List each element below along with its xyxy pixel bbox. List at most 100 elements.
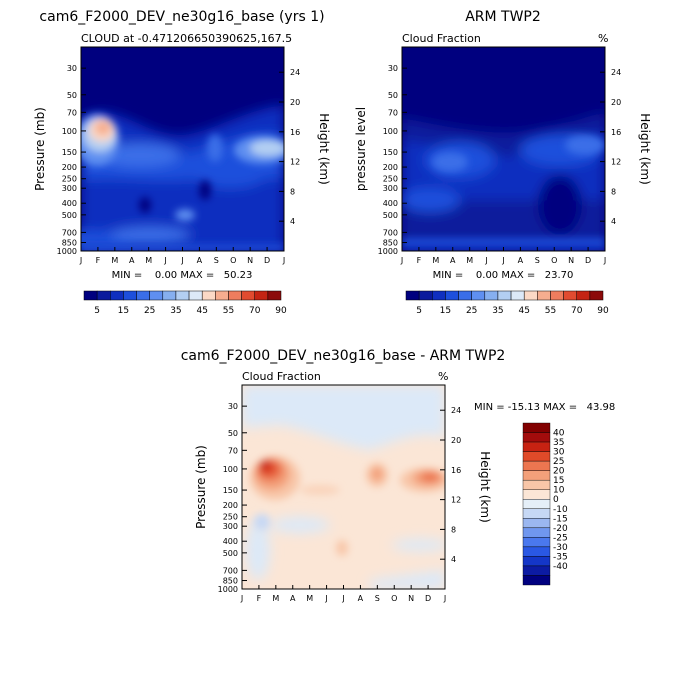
panel-model-xtick-label: F — [96, 256, 101, 265]
panel-obs-htick-label: 8 — [611, 187, 616, 196]
panel-obs-units: % — [598, 32, 608, 45]
panel-obs-xtick-label: O — [551, 256, 557, 265]
colorbar-label: 70 — [249, 306, 261, 316]
panel-diff-minmax: MIN = -15.13 MAX = 43.98 — [474, 402, 615, 413]
colorbar-label: 5 — [94, 306, 100, 316]
panel-obs-ptick-label: 250 — [383, 175, 398, 184]
panel-diff-xtick-label: S — [375, 594, 380, 603]
colorbar-swatch — [522, 565, 551, 576]
colorbar-swatch — [149, 290, 164, 301]
panel-model-minmax: MIN = 0.00 MAX = 50.23 — [112, 270, 253, 281]
panel-model-ptick-label: 150 — [62, 148, 77, 157]
panel-model-xtick-label: O — [230, 256, 236, 265]
panel-model-xtick-label: J — [282, 256, 285, 265]
colorbar-swatch — [228, 290, 242, 301]
panel-diff-xtick-label: M — [272, 594, 279, 603]
panel-obs-xtick-label: M — [466, 256, 473, 265]
panel-obs-xtick-label: A — [518, 256, 524, 265]
colorbar-swatch — [241, 290, 255, 301]
colorbar-swatch — [523, 290, 538, 301]
panel-diff-xtick-label: F — [257, 594, 262, 603]
colorbar-swatch — [576, 290, 591, 301]
colorbar-swatch — [522, 556, 551, 567]
colorbar-swatch — [267, 290, 282, 301]
panel-obs-htick-label: 20 — [611, 98, 621, 107]
colorbar-swatch — [563, 290, 577, 301]
colorbar-label: -15 — [553, 514, 568, 524]
colorbar-swatch — [405, 290, 420, 301]
colorbar-swatch — [96, 290, 111, 301]
panel-model-ylabel-right: Height (km) — [317, 113, 331, 184]
panel-model-xtick-label: S — [214, 256, 219, 265]
panel-model-ptick-label: 500 — [62, 211, 77, 220]
panel-diff-xtick-label: A — [290, 594, 296, 603]
colorbar-swatch — [510, 290, 525, 301]
colorbar-label: 5 — [416, 306, 422, 316]
colorbar-swatch — [522, 451, 551, 462]
colorbar-swatch — [522, 470, 551, 481]
colorbar-swatch — [522, 537, 551, 548]
colorbar-label: -20 — [553, 524, 568, 534]
panel-model-title: cam6_F2000_DEV_ne30g16_base (yrs 1) — [39, 9, 324, 25]
colorbar-swatch — [136, 290, 150, 301]
panel-model-xtick-label: M — [111, 256, 118, 265]
panel-model-ptick-label: 100 — [62, 127, 77, 136]
panel-obs-xtick-label: D — [585, 256, 591, 265]
panel-obs-ptick-label: 850 — [383, 239, 398, 248]
panel-obs-ptick-label: 200 — [383, 163, 398, 172]
colorbar-swatch — [522, 460, 551, 471]
panel-diff-ptick-label: 30 — [228, 402, 238, 411]
panel-obs-xtick-label: J — [501, 256, 504, 265]
colorbar-swatch — [522, 527, 551, 538]
colorbar-label: 70 — [571, 306, 583, 316]
panel-model-subtitle: CLOUD at -0.471206650390625,167.5 — [81, 32, 292, 45]
panel-obs-ptick-label: 70 — [388, 108, 398, 117]
panel-model-ptick-label: 30 — [67, 64, 77, 73]
colorbar-obs: 5 15 25 35 45 55 70 90 — [405, 290, 609, 316]
panel-model-xtick-label: A — [197, 256, 203, 265]
panel-diff-ptick-label: 700 — [223, 566, 238, 575]
panel-diff-ptick-label: 200 — [223, 501, 238, 510]
panel-obs-htick-label: 4 — [611, 217, 616, 226]
panel-diff-htick-label: 20 — [451, 436, 461, 445]
colorbar-label: 0 — [553, 495, 559, 505]
panel-model-htick-label: 12 — [290, 158, 300, 167]
colorbar-swatch — [188, 290, 203, 301]
panel-obs-heatmap — [402, 47, 605, 251]
colorbar-swatch — [484, 290, 499, 301]
panel-obs-ptick-label: 500 — [383, 211, 398, 220]
colorbar-label: 40 — [553, 429, 565, 439]
panel-model-ptick-label: 850 — [62, 239, 77, 248]
panel-diff-xtick-label: O — [391, 594, 397, 603]
colorbar-swatch — [522, 518, 551, 529]
colorbar-swatch — [110, 290, 124, 301]
panel-diff-ylabel-left: Pressure (mb) — [194, 445, 208, 529]
panel-obs-xtick-label: J — [603, 256, 606, 265]
colorbar-label: 35 — [170, 306, 181, 316]
colorbar-label: 20 — [553, 467, 565, 477]
colorbar-label: -30 — [553, 543, 568, 553]
colorbar-swatch — [432, 290, 446, 301]
panel-diff-ptick-label: 100 — [223, 465, 238, 474]
colorbar-swatch — [254, 290, 269, 301]
panel-diff-ptick-label: 1000 — [218, 585, 238, 594]
colorbar-swatch — [522, 432, 551, 443]
colorbar-swatch — [471, 290, 486, 301]
colorbar-label: 25 — [144, 306, 155, 316]
panel-diff-xtick-label: A — [358, 594, 364, 603]
panel-diff-ptick-label: 70 — [228, 446, 238, 455]
panel-model-htick-label: 8 — [290, 187, 295, 196]
panel-obs-ylabel-right: Height (km) — [638, 113, 652, 184]
colorbar-label: 15 — [118, 306, 129, 316]
panel-diff-xtick-label: J — [443, 594, 446, 603]
panel-diff-units: % — [438, 370, 448, 383]
panel-diff-htick-label: 24 — [451, 406, 461, 415]
panel-diff-ptick-label: 50 — [228, 429, 238, 438]
panel-model-xtick-label: J — [180, 256, 183, 265]
panel-obs-minmax: MIN = 0.00 MAX = 23.70 — [433, 270, 574, 281]
colorbar-swatch — [445, 290, 459, 301]
colorbar-label: 55 — [223, 306, 234, 316]
colorbar-swatch — [522, 441, 551, 452]
panel-obs-htick-label: 12 — [611, 158, 621, 167]
panel-diff-ptick-label: 850 — [223, 577, 238, 586]
